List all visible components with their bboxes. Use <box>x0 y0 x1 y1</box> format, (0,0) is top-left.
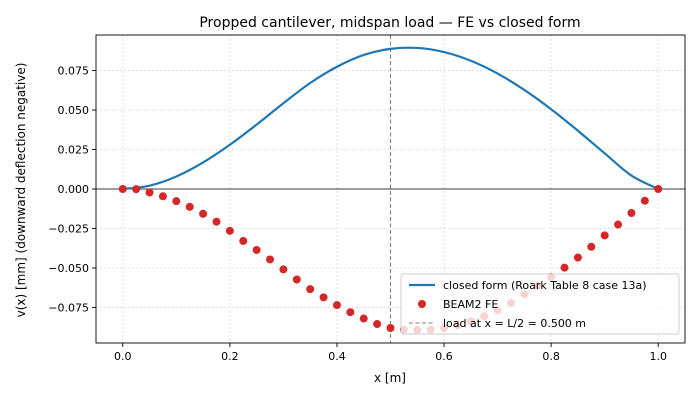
fe-data-point <box>185 202 194 211</box>
fe-data-point <box>266 255 275 264</box>
fe-data-point <box>346 308 355 317</box>
x-axis-title: x [m] <box>374 371 406 385</box>
y-tick-label: −0.050 <box>48 262 89 275</box>
legend: closed form (Roark Table 8 case 13a) BEAM… <box>400 273 680 335</box>
legend-key-fe <box>418 300 426 308</box>
fe-data-point <box>386 323 395 332</box>
fe-data-point <box>292 275 301 284</box>
y-tick-label: 0.075 <box>58 65 90 78</box>
fe-data-point <box>573 253 582 262</box>
fe-data-point <box>587 242 596 251</box>
fe-data-point <box>132 185 141 194</box>
y-tick-label: −0.075 <box>48 301 89 314</box>
legend-label: BEAM2 FE <box>443 298 498 311</box>
fe-data-point <box>359 314 368 323</box>
fe-data-point <box>212 217 221 226</box>
fe-data-point <box>627 209 636 218</box>
fe-data-point <box>158 192 167 201</box>
fe-data-point <box>252 245 261 254</box>
fe-data-point <box>172 197 181 206</box>
legend-box <box>400 273 680 335</box>
fe-data-point <box>239 236 248 245</box>
fe-data-point <box>225 226 234 235</box>
legend-label: closed form (Roark Table 8 case 13a) <box>443 279 647 292</box>
y-tick-label: −0.025 <box>48 222 89 235</box>
fe-data-point <box>654 185 663 193</box>
fe-data-point <box>640 196 649 205</box>
fe-data-point <box>373 320 382 329</box>
y-tick-label: 0.050 <box>58 104 90 117</box>
fe-data-point <box>306 285 315 294</box>
x-tick-label: 0.0 <box>114 350 132 363</box>
fe-data-point <box>145 188 154 197</box>
legend-label: load at x = L/2 = 0.500 m <box>443 317 586 330</box>
x-tick-label: 0.8 <box>542 350 560 363</box>
fe-data-point <box>560 263 569 272</box>
y-axis-title: v(x) [mm] (downward deflection negative) <box>14 63 28 318</box>
x-tick-label: 0.2 <box>221 350 239 363</box>
chart-title: Propped cantilever, midspan load — FE vs… <box>199 15 580 31</box>
fe-data-point <box>199 209 208 218</box>
x-tick-label: 1.0 <box>649 350 667 363</box>
x-tick-label: 0.6 <box>435 350 453 363</box>
x-tick-label: 0.4 <box>328 350 346 363</box>
y-tick-label: 0.025 <box>58 144 90 157</box>
y-tick-label: 0.000 <box>58 183 90 196</box>
fe-data-point <box>614 220 623 229</box>
fe-data-point <box>332 301 341 310</box>
plot-area: 0.0 0.2 0.4 0.6 0.8 1.0 −0.075 −0.050 −0.025 0.00… <box>48 34 686 363</box>
fe-data-point <box>319 293 328 302</box>
fe-data-point <box>279 265 288 274</box>
fe-data-point <box>118 185 127 193</box>
fe-data-point <box>600 231 609 240</box>
closed-form-curve <box>122 46 659 191</box>
